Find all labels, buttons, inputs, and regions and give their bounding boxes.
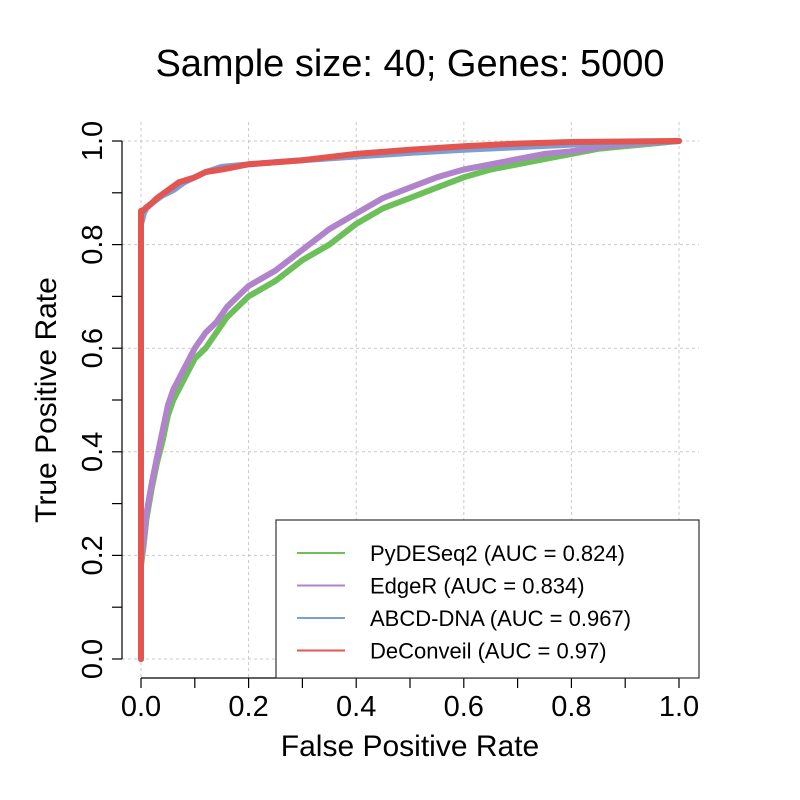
legend: PyDESeq2 (AUC = 0.824) EdgeR (AUC = 0.834… <box>275 519 700 679</box>
y-tick-label: 0.2 <box>77 535 109 575</box>
legend-label: DeConveil (AUC = 0.97) <box>370 639 607 664</box>
legend-label: PyDESeq2 (AUC = 0.824) <box>370 541 625 566</box>
x-tick-label: 0.8 <box>551 691 591 723</box>
x-tick-label: 1.0 <box>659 691 699 723</box>
x-tick-label: 0.6 <box>444 691 484 723</box>
y-tick-label: 1.0 <box>77 121 109 161</box>
y-tick-label: 0.6 <box>77 328 109 368</box>
legend-label: ABCD-DNA (AUC = 0.967) <box>370 606 631 631</box>
x-tick-label: 0.4 <box>336 691 376 723</box>
x-tick-label: 0.0 <box>121 691 161 723</box>
axes: 0.0 0.2 0.4 0.6 0.8 1.0 0.0 0.2 0.4 0.6 0.8 1.0 <box>77 121 699 723</box>
chart-title: Sample size: 40; Genes: 5000 <box>155 43 664 85</box>
x-axis-title: False Positive Rate <box>281 730 539 763</box>
series-layer <box>138 138 682 662</box>
y-tick-label: 0.8 <box>77 224 109 264</box>
y-tick-label: 0.0 <box>77 639 109 679</box>
series-line-3 <box>138 138 682 662</box>
legend-label: EdgeR (AUC = 0.834) <box>370 574 585 599</box>
y-axis-title: True Positive Rate <box>30 277 63 523</box>
y-tick-label: 0.4 <box>77 432 109 472</box>
series-line-1 <box>138 138 682 662</box>
x-tick-label: 0.2 <box>228 691 268 723</box>
legend-box <box>275 519 700 679</box>
